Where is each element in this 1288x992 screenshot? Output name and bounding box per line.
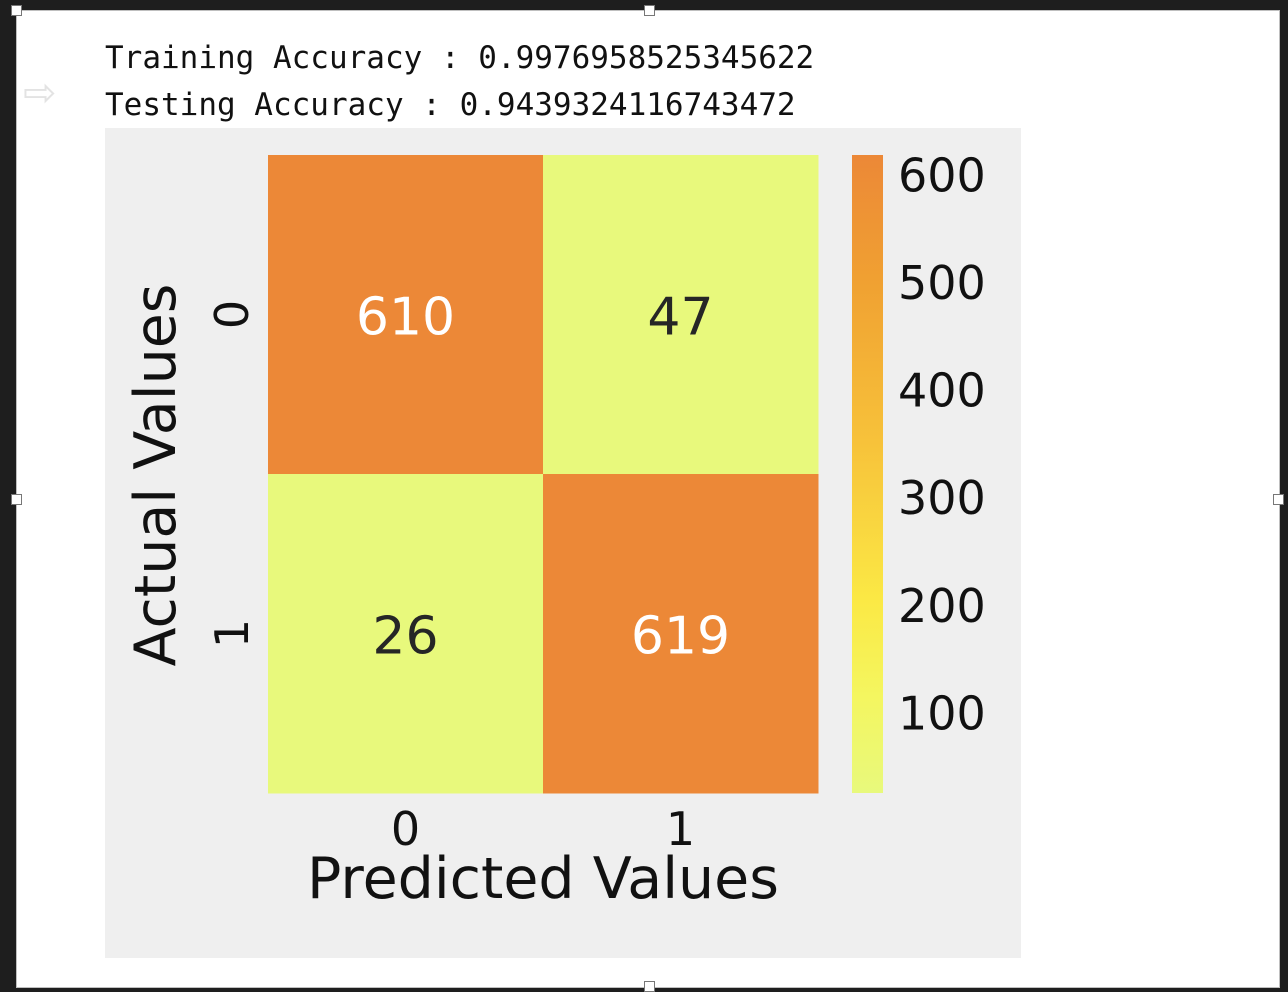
y-tick-label: 1	[205, 619, 259, 648]
colorbar-tick-label: 400	[898, 364, 986, 418]
cell-annotation-0-0: 610	[356, 288, 455, 348]
axis-ticks: 0 1 0 1	[205, 300, 695, 856]
x-tick-label: 1	[666, 802, 695, 856]
colorbar	[852, 155, 883, 793]
colorbar-ticks: 100 200 300 400 500 600	[898, 148, 986, 740]
testing-accuracy-value: 0.9439324116743472	[459, 87, 796, 123]
cell-annotation-1-0: 26	[372, 607, 438, 667]
colorbar-tick-label: 100	[898, 686, 986, 740]
heatmap-annotations: 610 47 26 619	[356, 288, 730, 667]
testing-accuracy-line: Testing Accuracy : 0.9439324116743472	[105, 90, 796, 121]
x-tick-label: 0	[391, 802, 420, 856]
resize-handle-left[interactable]	[11, 494, 22, 505]
cell-annotation-0-1: 47	[647, 288, 713, 348]
heatmap-cell-0-0	[268, 155, 544, 475]
heatmap-cell-0-1	[543, 155, 819, 475]
testing-accuracy-label: Testing Accuracy :	[105, 87, 460, 123]
resize-handle-right[interactable]	[1273, 494, 1284, 505]
y-axis-label: Actual Values	[123, 284, 189, 667]
colorbar-tick-label: 300	[898, 471, 986, 525]
output-icon: ⇨	[23, 70, 57, 116]
training-accuracy-line: Training Accuracy : 0.9976958525345622	[105, 43, 814, 74]
confusion-matrix-heatmap: 610 47 26 619 0 1 0 1 100 200 300 400 500 600 Predi…	[105, 128, 1021, 958]
x-axis-label: Predicted Values	[307, 846, 779, 912]
heatmap-cell-1-0	[268, 474, 544, 794]
resize-handle-bottom[interactable]	[644, 981, 655, 992]
output-frame: ⇨ Training Accuracy : 0.9976958525345622…	[11, 5, 1284, 992]
colorbar-tick-label: 600	[898, 148, 986, 202]
colorbar-tick-label: 500	[898, 256, 986, 310]
y-tick-label: 0	[205, 300, 259, 329]
heatmap-cell-1-1	[543, 474, 819, 794]
cell-annotation-1-1: 619	[631, 607, 730, 667]
resize-handle-top[interactable]	[644, 5, 655, 16]
colorbar-tick-label: 200	[898, 579, 986, 633]
training-accuracy-label: Training Accuracy :	[105, 40, 479, 76]
training-accuracy-value: 0.9976958525345622	[478, 40, 815, 76]
resize-handle-top-left[interactable]	[11, 5, 22, 16]
heatmap-cells	[268, 155, 819, 794]
